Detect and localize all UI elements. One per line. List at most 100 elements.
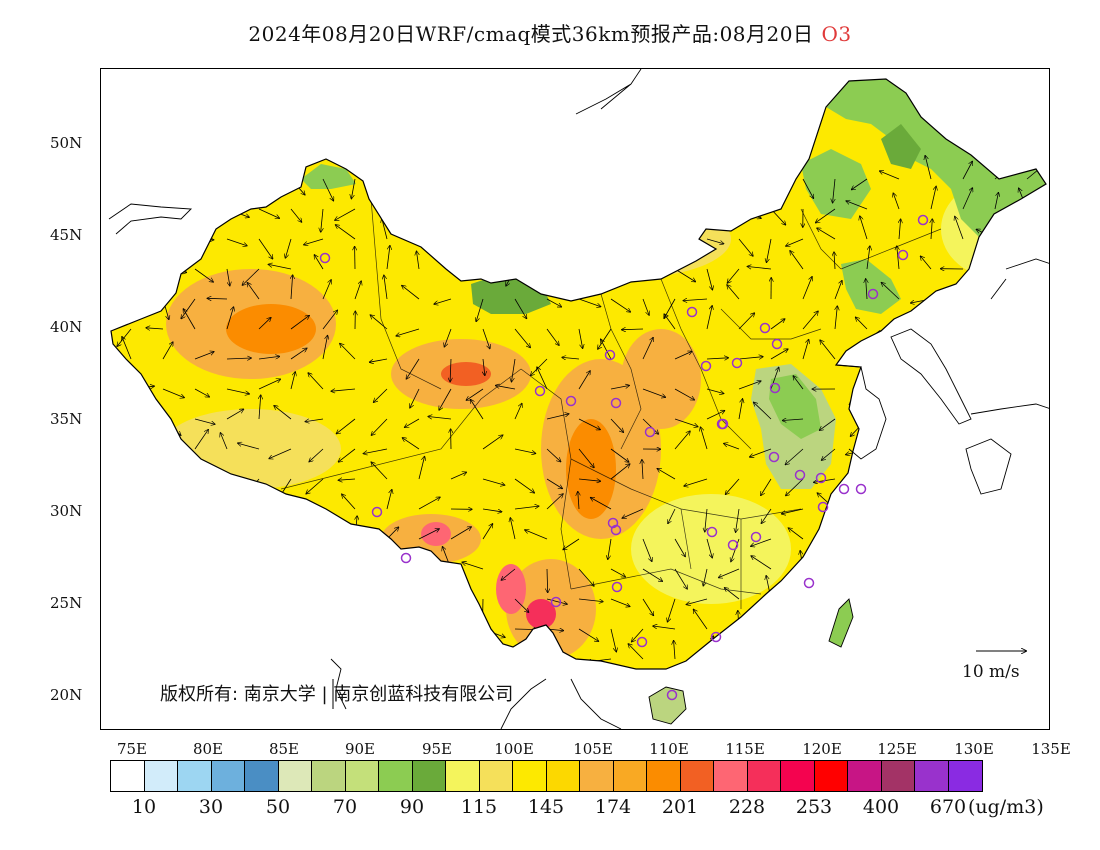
wind-arrow bbox=[482, 193, 490, 210]
wind-arrow bbox=[130, 418, 145, 434]
wind-arrow bbox=[860, 216, 868, 240]
wind-arrow bbox=[706, 268, 712, 290]
wind-arrow bbox=[578, 448, 594, 468]
wind-arrow bbox=[601, 339, 612, 360]
wind-arrow bbox=[546, 328, 559, 345]
wind-arrow bbox=[195, 636, 196, 660]
wind-arrow bbox=[921, 256, 932, 270]
wind-arrow bbox=[546, 165, 564, 180]
wind-arrow bbox=[304, 238, 324, 245]
station-markers bbox=[319, 214, 929, 701]
wind-arrow bbox=[866, 279, 867, 300]
wind-arrow bbox=[290, 348, 307, 360]
wind-arrow bbox=[569, 658, 580, 669]
wind-arrow bbox=[510, 518, 516, 540]
wind-arrow bbox=[122, 337, 132, 360]
wind-arrow bbox=[767, 642, 772, 660]
lat-label-35n: 35N bbox=[50, 410, 83, 428]
wind-arrow bbox=[771, 608, 773, 630]
colorbar-swatch-16 bbox=[647, 761, 681, 791]
station-marker bbox=[727, 539, 739, 551]
wind-arrow bbox=[578, 418, 600, 430]
wind-arrow bbox=[642, 598, 653, 615]
wind-arrow bbox=[750, 448, 772, 457]
wind-arrow bbox=[993, 523, 995, 540]
wind-arrow bbox=[194, 268, 213, 282]
wind-arrow bbox=[355, 577, 357, 600]
wind-arrow bbox=[322, 280, 331, 300]
wind-arrow bbox=[1026, 448, 1042, 462]
wind-arrow bbox=[706, 411, 725, 420]
wind-arrow bbox=[269, 448, 292, 459]
wind-arrow bbox=[130, 465, 146, 480]
wind-arrow bbox=[514, 658, 536, 669]
wind-arrow bbox=[433, 598, 452, 611]
wind-arrow bbox=[501, 568, 516, 580]
wind-arrow bbox=[546, 494, 563, 510]
wind-arrow bbox=[898, 658, 913, 669]
wind-arrow bbox=[248, 478, 260, 493]
wind-arrow bbox=[701, 427, 708, 450]
wind-arrow bbox=[406, 358, 420, 379]
wind-arrow bbox=[579, 238, 580, 262]
wind-arrow bbox=[941, 559, 964, 570]
wind-arrow bbox=[847, 359, 868, 361]
station-marker bbox=[794, 469, 806, 481]
wind-arrow bbox=[578, 371, 590, 390]
wind-arrow bbox=[130, 598, 148, 607]
wind-arrow bbox=[674, 352, 692, 360]
wind-arrow bbox=[891, 388, 900, 405]
colorbar-swatch-3 bbox=[211, 761, 245, 791]
wind-arrow bbox=[322, 178, 333, 201]
wind-arrow bbox=[354, 547, 365, 570]
wind-arrow bbox=[514, 478, 534, 493]
wind-arrow bbox=[226, 538, 232, 562]
wind-arrow bbox=[250, 538, 260, 559]
wind-arrow bbox=[1026, 414, 1043, 420]
wind-arrow bbox=[578, 328, 583, 348]
wind-arrow bbox=[628, 644, 644, 660]
wind-arrow bbox=[130, 568, 150, 579]
wind-arrow bbox=[162, 538, 172, 559]
wind-arrow bbox=[210, 598, 228, 602]
lon-label-125e: 125E bbox=[877, 740, 917, 758]
wind-arrow bbox=[929, 431, 931, 450]
wind-arrow bbox=[450, 358, 451, 382]
wind-arrow bbox=[770, 319, 785, 330]
wind-arrow bbox=[514, 448, 536, 453]
wind-arrow bbox=[816, 208, 836, 223]
colorbar-swatch-20 bbox=[781, 761, 815, 791]
korea-peninsula bbox=[890, 328, 972, 425]
wind-arrow bbox=[462, 562, 484, 570]
colorbar-label-90: 90 bbox=[399, 796, 425, 818]
wind-arrow bbox=[820, 340, 836, 360]
colorbar-swatch-11 bbox=[479, 761, 513, 791]
wind-arrow bbox=[738, 313, 754, 330]
wind-arrow bbox=[546, 448, 561, 462]
wind-arrow bbox=[162, 208, 167, 230]
station-marker bbox=[371, 506, 383, 518]
wind-arrow bbox=[130, 298, 146, 310]
wind-arrow bbox=[802, 311, 818, 330]
wind-arrow bbox=[386, 490, 392, 510]
wind-arrow bbox=[751, 556, 772, 570]
wind-arrow bbox=[306, 478, 324, 494]
wind-arrow bbox=[835, 582, 837, 600]
wind-arrow bbox=[622, 329, 644, 330]
wind-arrow bbox=[578, 163, 586, 180]
wind-arrow bbox=[738, 638, 744, 660]
wind-arrow bbox=[578, 298, 601, 307]
wind-arrow bbox=[474, 219, 484, 240]
wind-arrow bbox=[603, 157, 612, 180]
wind-arrow bbox=[162, 238, 186, 243]
wind-arrow bbox=[925, 156, 932, 180]
wind-arrow bbox=[403, 592, 420, 600]
wind-arrow bbox=[364, 628, 388, 634]
wind-arrow bbox=[386, 527, 399, 540]
wind-arrow bbox=[789, 528, 804, 540]
wind-arrow bbox=[898, 456, 902, 480]
wind-arrow bbox=[668, 508, 676, 523]
wind-arrow bbox=[186, 598, 196, 619]
wind-arrow bbox=[994, 298, 1006, 320]
wind-arrow bbox=[514, 328, 530, 348]
